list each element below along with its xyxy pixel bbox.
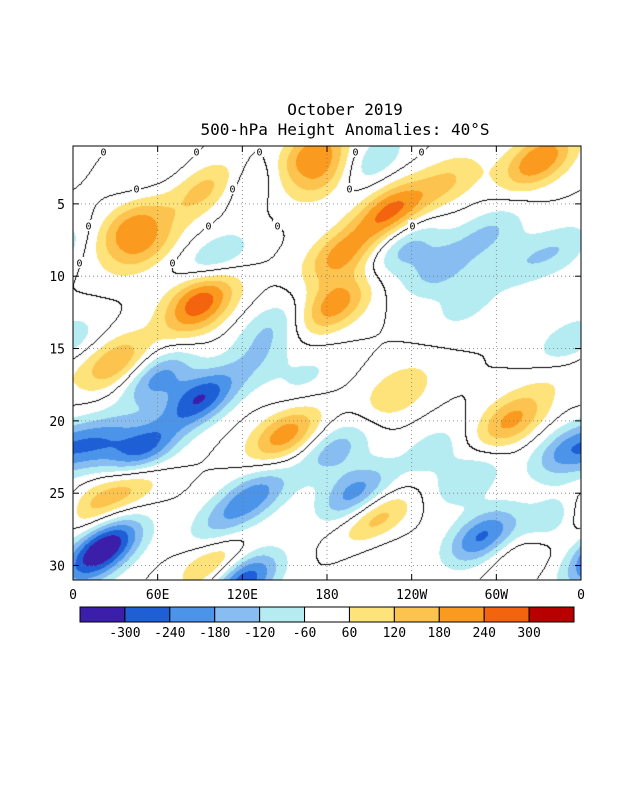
zero-contour-label-bg [408,220,417,231]
colorbar-label: -180 [199,626,230,641]
x-tick-label: 0 [577,588,585,603]
colorbar-swatch [304,606,350,623]
x-tick-label: 180 [315,588,338,603]
y-tick-label: 20 [49,415,65,430]
zero-contour-label: 0 [193,148,199,159]
zero-contour-label-bg [132,183,141,194]
zero-contour-label-bg [228,183,237,194]
colorbar-label: -120 [244,626,275,641]
zero-contour-label-bg [99,146,108,157]
zero-contour-label: 0 [169,259,175,270]
chart-subtitle: 500-hPa Height Anomalies: 40°S [201,120,490,139]
x-tick-label: 60W [485,588,509,603]
zero-contour-label-bg [351,146,360,157]
colorbar-swatch [393,606,440,623]
x-tick-label: 120E [227,588,258,603]
zero-contour-label-bg [273,220,282,231]
colorbar-swatch [169,606,216,623]
colorbar-swatch [483,606,530,623]
colorbar: -300 -240 -180 -120 -60 60 120 180 240 300 [79,606,575,641]
y-axis-ticks: 5 10 15 20 25 30 [49,198,581,575]
colorbar-label: 240 [472,626,495,641]
y-tick-label: 30 [49,560,65,575]
zero-contour-label: 0 [100,148,106,159]
y-tick-label: 10 [49,270,65,285]
colorbar-swatch [348,606,395,623]
zero-contour-label: 0 [256,148,262,159]
zero-contour-label: 0 [274,222,280,233]
zero-contour-label-bg [168,257,177,268]
x-tick-label: 60E [146,588,169,603]
zero-contour-label: 0 [229,185,235,196]
zero-contour-label: 0 [346,185,352,196]
colorbar-swatch [438,606,485,623]
zero-contour-label-bg [204,220,213,231]
x-tick-label: 0 [69,588,77,603]
zero-contour-label-bg [75,257,84,268]
colorbar-label: 120 [383,626,406,641]
zero-contour-label-bg [84,220,93,231]
zero-contour-label: 0 [76,259,82,270]
colorbar-swatch [528,606,575,623]
x-tick-label: 120W [396,588,427,603]
colorbar-label: 60 [342,626,358,641]
x-axis-ticks: 0 60E 120E 180 120W 60W 0 [69,146,585,603]
zero-contour-label: 0 [85,222,91,233]
zero-contour-label-bg [417,146,426,157]
zero-contour-label-bg [255,146,264,157]
colorbar-swatch [214,606,261,623]
zero-contour-label-bg [345,183,354,194]
y-tick-label: 15 [49,343,65,358]
colorbar-label: -300 [109,626,140,641]
colorbar-swatch [124,606,171,623]
zero-contour-label: 0 [205,222,211,233]
grid-lines [73,146,581,580]
colorbar-swatch [259,606,306,623]
zero-contour-label-bg [192,146,201,157]
colorbar-label: 300 [517,626,540,641]
zero-contour-lines: 0 0 0 0 0 0 0 0 0 0 0 0 0 0 [75,146,426,270]
colorbar-label: -60 [293,626,316,641]
colorbar-label: 180 [428,626,451,641]
zero-contour-label: 0 [409,222,415,233]
zero-contour-label: 0 [418,148,424,159]
chart-title: October 2019 [287,100,403,119]
hovmoller-plot: 0 0 0 0 0 0 0 0 0 0 0 0 0 0 [72,145,582,581]
zero-contour-label: 0 [352,148,358,159]
zero-contour-label: 0 [133,185,139,196]
colorbar-swatch [79,606,126,623]
y-tick-label: 25 [49,487,65,502]
y-tick-label: 5 [57,198,65,213]
colorbar-label: -240 [154,626,185,641]
